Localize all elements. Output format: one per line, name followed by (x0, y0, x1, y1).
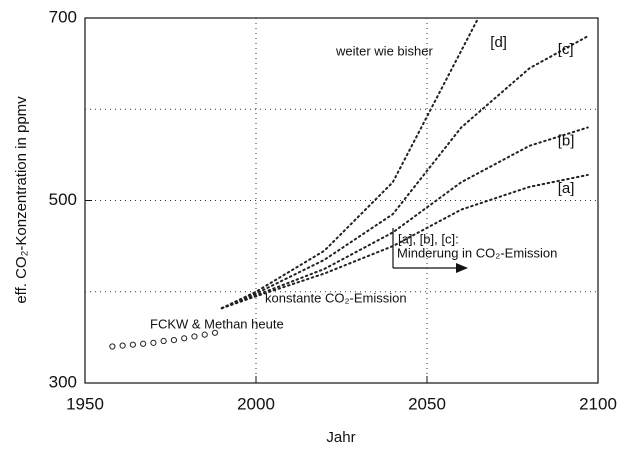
data-point (140, 340, 147, 347)
y-tick-label: 700 (49, 7, 77, 26)
series-label: [c] (558, 41, 574, 58)
data-line (220, 35, 589, 310)
data-point (211, 329, 219, 336)
y-tick-label: 300 (49, 372, 77, 391)
data-point (170, 337, 178, 344)
series-label: [d] (490, 34, 507, 51)
x-tick-label: 1950 (66, 394, 104, 413)
data-line (220, 173, 589, 310)
x-axis-label: Jahr (326, 429, 355, 446)
data-point (109, 343, 116, 350)
annotation: Minderung in CO₂-Emission (397, 245, 557, 260)
data-point (129, 341, 136, 348)
y-axis-label: eff. CO₂-Konzentration in ppmv (13, 96, 30, 304)
data-point (150, 339, 157, 346)
annotation: [a], [b], [c]: (398, 231, 459, 246)
annotation: FCKW & Methan heute (150, 316, 284, 331)
annotation: weiter wie bisher (335, 43, 433, 58)
x-tick-label: 2000 (237, 394, 275, 413)
x-tick-label: 2100 (579, 394, 617, 413)
x-tick-label: 2050 (408, 394, 446, 413)
data-point (160, 337, 167, 345)
data-point (119, 342, 126, 349)
data-line (220, 126, 589, 310)
data-line (220, 17, 480, 310)
annotation: konstante CO₂-Emission (265, 290, 407, 305)
data-point (191, 333, 198, 340)
series-label: [a] (558, 180, 575, 197)
data-point (201, 331, 208, 338)
arrow-head (456, 263, 468, 273)
y-tick-label: 500 (49, 190, 77, 209)
series-label: [b] (558, 132, 575, 149)
data-point (181, 335, 188, 342)
